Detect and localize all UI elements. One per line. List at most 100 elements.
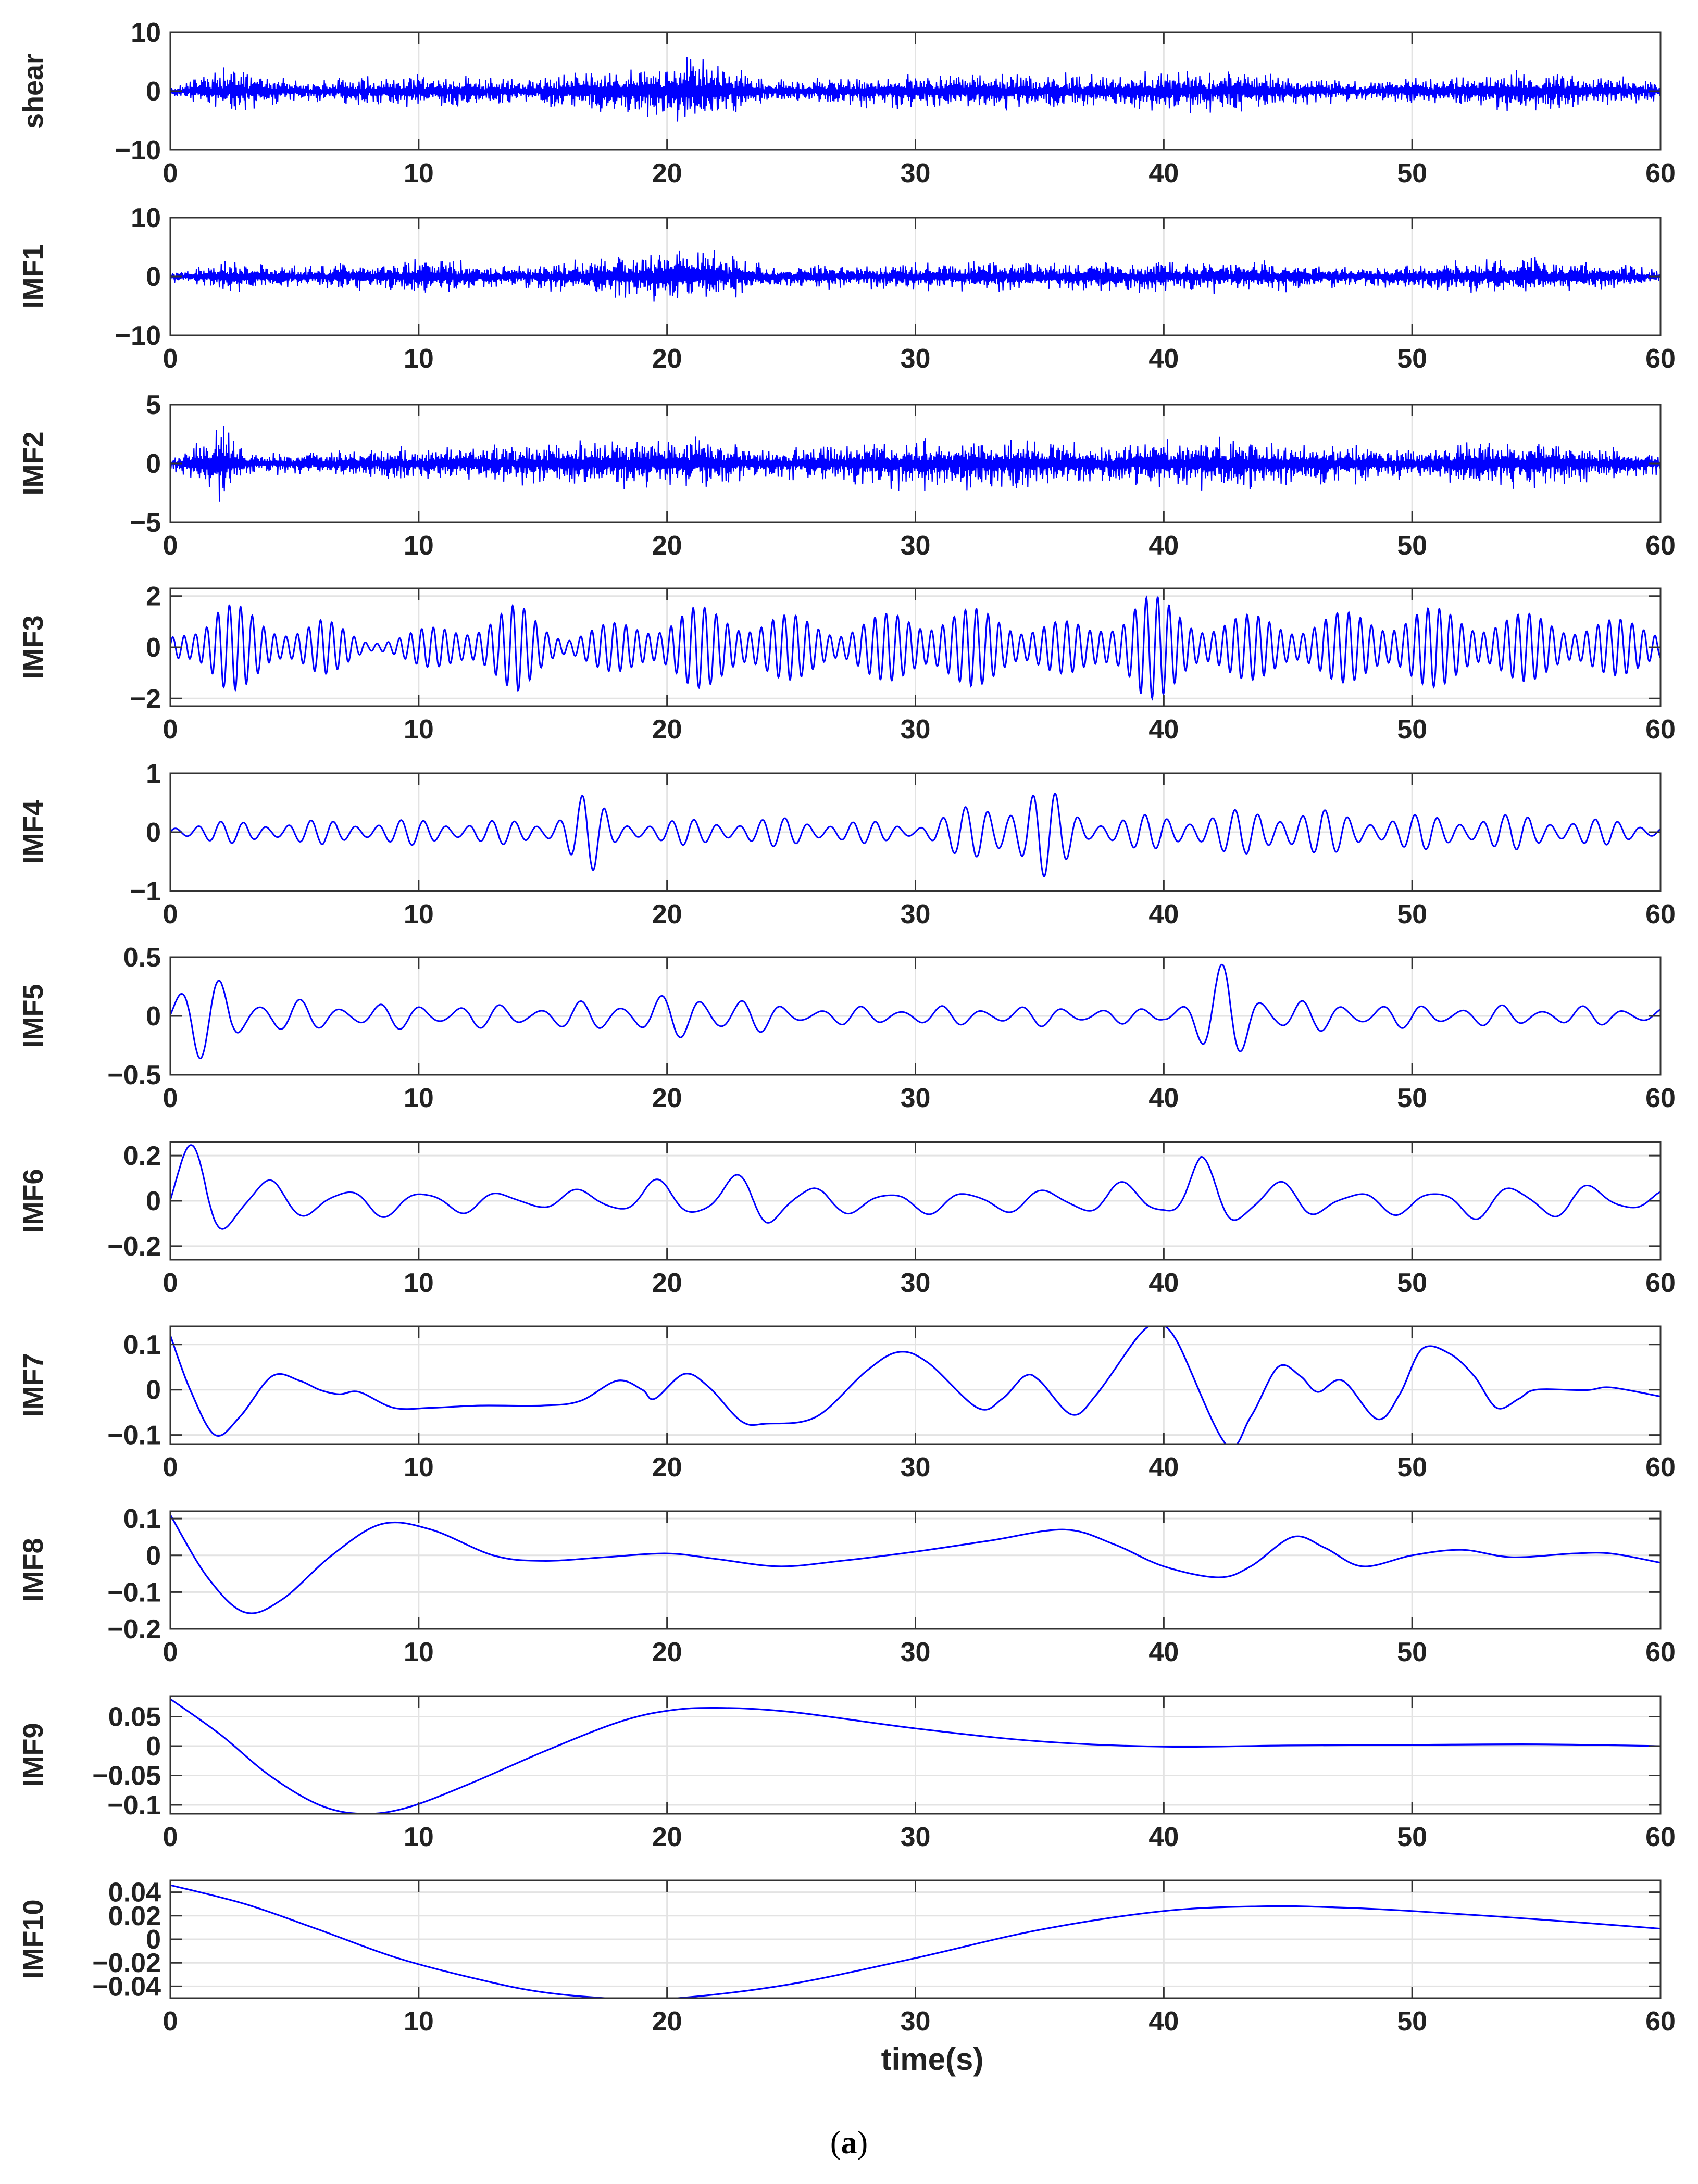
x-tick-label: 40 bbox=[1148, 899, 1179, 930]
x-tick-label: 30 bbox=[901, 899, 931, 930]
x-tick-label: 30 bbox=[901, 1452, 931, 1483]
x-tick-label: 40 bbox=[1148, 531, 1179, 561]
y-tick-label: −0.1 bbox=[107, 1577, 161, 1608]
x-tick-label: 60 bbox=[1645, 2006, 1676, 2037]
x-tick-label: 30 bbox=[901, 1268, 931, 1298]
x-tick-label: 30 bbox=[901, 158, 931, 189]
x-tick-label: 0 bbox=[163, 714, 178, 745]
x-tick-label: 40 bbox=[1148, 714, 1179, 745]
x-tick-label: 0 bbox=[163, 158, 178, 189]
x-tick-label: 0 bbox=[163, 344, 178, 374]
signal-line bbox=[170, 1144, 1660, 1230]
x-tick-label: 0 bbox=[163, 2006, 178, 2037]
y-tick-label: 0 bbox=[146, 1186, 161, 1216]
y-tick-label: −0.1 bbox=[107, 1421, 161, 1451]
x-tick-label: 0 bbox=[163, 1083, 178, 1113]
x-tick-label: 20 bbox=[652, 1268, 682, 1298]
x-tick-label: 20 bbox=[652, 158, 682, 189]
signal-line bbox=[170, 426, 1660, 502]
x-tick-label: 40 bbox=[1148, 1268, 1179, 1298]
y-tick-label: 0 bbox=[146, 1001, 161, 1032]
x-tick-label: 30 bbox=[901, 714, 931, 745]
y-tick-label: 0 bbox=[146, 449, 161, 479]
x-tick-label: 20 bbox=[652, 1083, 682, 1113]
x-tick-label: 10 bbox=[404, 1822, 434, 1852]
y-axis-label: IMF9 bbox=[18, 1723, 49, 1787]
x-tick-label: 50 bbox=[1397, 531, 1427, 561]
x-tick-label: 20 bbox=[652, 1822, 682, 1852]
x-tick-label: 30 bbox=[901, 1822, 931, 1852]
x-tick-label: 60 bbox=[1645, 531, 1676, 561]
x-tick-label: 30 bbox=[901, 1083, 931, 1113]
y-tick-label: −0.2 bbox=[107, 1614, 161, 1645]
y-tick-label: −2 bbox=[130, 684, 161, 714]
x-tick-label: 50 bbox=[1397, 344, 1427, 374]
y-tick-label: 0 bbox=[146, 1925, 161, 1955]
y-tick-label: 0.02 bbox=[108, 1901, 161, 1931]
x-tick-label: 10 bbox=[404, 1452, 434, 1483]
y-axis-label: shear bbox=[18, 54, 49, 129]
x-tick-label: 0 bbox=[163, 1268, 178, 1298]
x-tick-label: 40 bbox=[1148, 1083, 1179, 1113]
y-axis-label: IMF2 bbox=[18, 431, 49, 495]
x-tick-label: 60 bbox=[1645, 899, 1676, 930]
x-tick-label: 60 bbox=[1645, 1637, 1676, 1667]
x-axis-label: time(s) bbox=[881, 2042, 984, 2077]
y-axis-label: IMF3 bbox=[18, 615, 49, 679]
signal-line bbox=[170, 1514, 1660, 1614]
x-tick-label: 40 bbox=[1148, 344, 1179, 374]
y-tick-label: −0.2 bbox=[107, 1232, 161, 1262]
x-tick-label: 50 bbox=[1397, 1822, 1427, 1852]
x-tick-label: 50 bbox=[1397, 1637, 1427, 1667]
y-tick-label: −10 bbox=[115, 321, 161, 351]
y-tick-label: 0.04 bbox=[108, 1878, 161, 1908]
y-tick-label: 0.2 bbox=[123, 1141, 161, 1171]
x-tick-label: 10 bbox=[404, 531, 434, 561]
x-tick-label: 20 bbox=[652, 1637, 682, 1667]
x-tick-label: 50 bbox=[1397, 899, 1427, 930]
x-tick-label: 40 bbox=[1148, 1822, 1179, 1852]
y-tick-label: 0 bbox=[146, 1375, 161, 1405]
x-tick-label: 50 bbox=[1397, 714, 1427, 745]
x-tick-label: 0 bbox=[163, 1822, 178, 1852]
x-tick-label: 50 bbox=[1397, 158, 1427, 189]
x-tick-label: 20 bbox=[652, 531, 682, 561]
x-tick-label: 60 bbox=[1645, 714, 1676, 745]
y-tick-label: −10 bbox=[115, 135, 161, 166]
x-tick-label: 30 bbox=[901, 1637, 931, 1667]
x-tick-label: 40 bbox=[1148, 1637, 1179, 1667]
y-tick-label: −5 bbox=[130, 508, 161, 538]
y-tick-label: 0 bbox=[146, 818, 161, 848]
signal-line bbox=[170, 57, 1660, 122]
y-tick-label: 0 bbox=[146, 1731, 161, 1762]
y-tick-label: 0 bbox=[146, 1541, 161, 1571]
x-tick-label: 60 bbox=[1645, 1268, 1676, 1298]
x-tick-label: 50 bbox=[1397, 1083, 1427, 1113]
x-tick-label: 30 bbox=[901, 2006, 931, 2037]
x-tick-label: 10 bbox=[404, 1083, 434, 1113]
y-tick-label: 0.1 bbox=[123, 1504, 161, 1534]
x-tick-label: 60 bbox=[1645, 158, 1676, 189]
x-tick-label: 20 bbox=[652, 899, 682, 930]
signal-line bbox=[170, 1326, 1660, 1444]
x-tick-label: 50 bbox=[1397, 2006, 1427, 2037]
signal-line bbox=[170, 963, 1660, 1060]
signal-line bbox=[170, 250, 1660, 302]
x-tick-label: 10 bbox=[404, 899, 434, 930]
x-tick-label: 50 bbox=[1397, 1452, 1427, 1483]
y-tick-label: −1 bbox=[130, 876, 161, 907]
y-tick-label: 5 bbox=[146, 390, 161, 420]
y-tick-label: −0.5 bbox=[107, 1060, 161, 1090]
y-tick-label: 0.05 bbox=[108, 1702, 161, 1733]
signal-line bbox=[170, 595, 1660, 701]
x-tick-label: 0 bbox=[163, 1637, 178, 1667]
x-tick-label: 10 bbox=[404, 2006, 434, 2037]
x-tick-label: 0 bbox=[163, 1452, 178, 1483]
y-tick-label: 0 bbox=[146, 633, 161, 663]
